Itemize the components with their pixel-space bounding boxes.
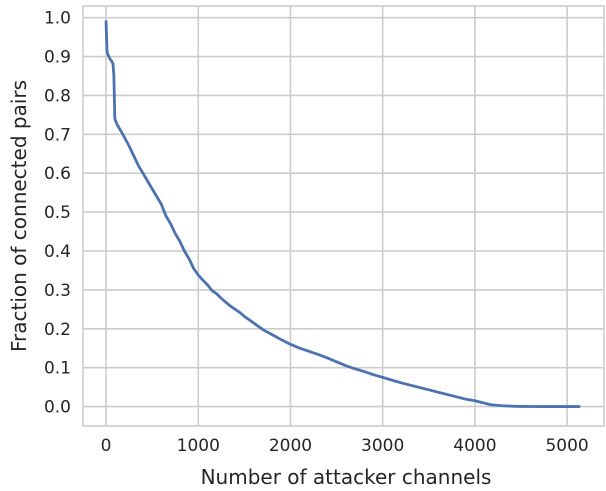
plot-area [104,20,581,408]
x-tick-label: 1000 [177,436,220,456]
x-axis-ticks: 0 1000 2000 3000 4000 5000 [101,436,589,456]
y-tick-label: 0.4 [44,242,71,262]
y-tick-label: 0.2 [44,320,71,340]
y-tick-label: 0.9 [44,48,71,68]
y-tick-label: 0.8 [44,86,71,106]
axes-frame [82,5,605,427]
x-axis-label: Number of attacker channels [201,465,492,489]
y-tick-label: 0.0 [44,398,71,418]
y-tick-label: 1.0 [44,9,71,29]
x-tick-label: 3000 [361,436,404,456]
x-tick-label: 5000 [545,436,588,456]
x-tick-label: 2000 [269,436,312,456]
y-axis-label: Fraction of connected pairs [7,80,31,352]
plot-border [82,5,605,427]
series-line [104,20,581,408]
y-tick-label: 0.3 [44,281,71,301]
y-tick-label: 0.7 [44,125,71,145]
y-axis-ticks: 0.0 0.1 0.2 0.3 0.4 0.5 0.6 0.7 0.8 0.9 1.0 [44,9,71,418]
y-tick-label: 0.5 [44,203,71,223]
x-tick-label: 4000 [453,436,496,456]
y-tick-label: 0.1 [44,359,71,379]
y-tick-label: 0.6 [44,164,71,184]
grid [83,6,604,426]
x-tick-label: 0 [101,436,112,456]
